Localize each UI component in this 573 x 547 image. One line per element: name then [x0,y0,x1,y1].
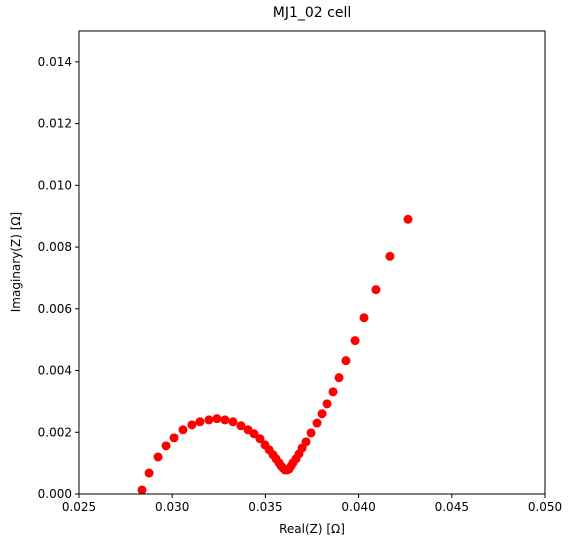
point [403,214,413,224]
point [385,251,395,261]
y-tick-label: 0.008 [38,240,72,254]
point [220,415,230,425]
point [153,452,163,462]
point [137,485,147,495]
y-tick-label: 0.014 [38,55,72,69]
point [187,420,197,430]
chart-title: MJ1_02 cell [273,5,351,21]
point [144,468,154,478]
point [359,313,369,323]
point [328,387,338,397]
point [341,356,351,366]
point [334,373,344,383]
y-tick-label: 0.012 [38,117,72,131]
y-tick-label: 0.004 [38,364,72,378]
point [249,429,259,439]
y-tick-label: 0.000 [38,487,72,501]
point [255,434,265,444]
point [169,433,179,443]
point [350,336,360,346]
x-tick-label: 0.050 [528,500,562,514]
point [195,417,205,427]
x-tick-label: 0.040 [341,500,375,514]
point [312,418,322,428]
x-tick-label: 0.045 [435,500,469,514]
point [178,425,188,435]
x-tick-label: 0.030 [155,500,189,514]
point [301,437,311,447]
point [204,415,214,425]
y-tick-label: 0.010 [38,178,72,192]
x-tick-label: 0.025 [62,500,96,514]
plot-frame [78,30,546,495]
x-axis-label: Real(Z) [Ω] [279,522,345,536]
point [228,417,238,427]
point [371,285,381,295]
y-axis-label: Imaginary(Z) [Ω] [9,212,23,312]
point [161,441,171,451]
point [212,414,222,424]
point [322,399,332,409]
point [317,409,327,419]
x-tick-label: 0.035 [248,500,282,514]
point [306,428,316,438]
point [236,421,246,431]
y-tick-label: 0.006 [38,302,72,316]
y-tick-label: 0.002 [38,425,72,439]
